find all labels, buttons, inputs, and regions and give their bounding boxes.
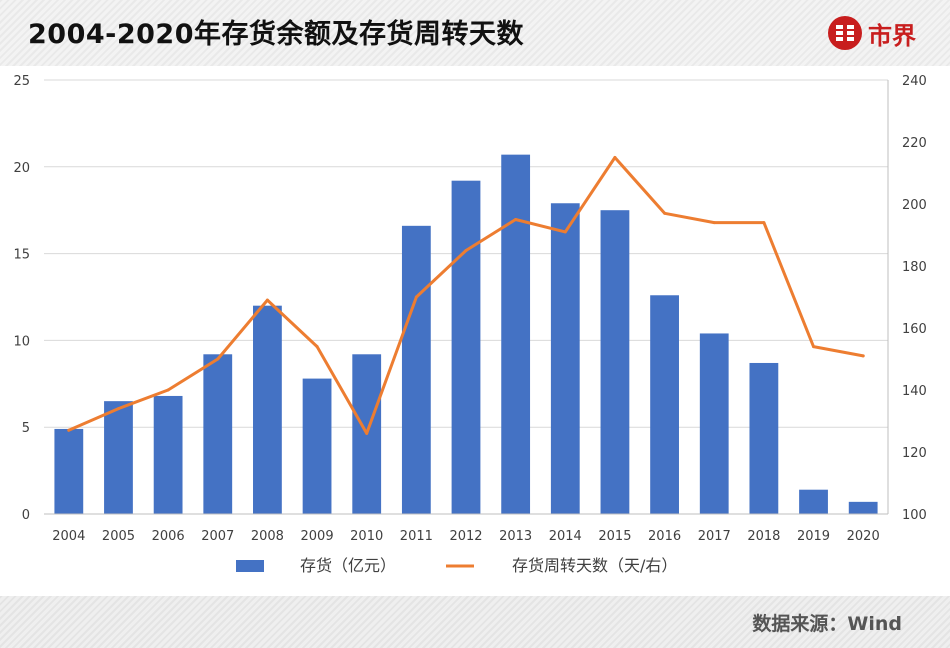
line-point-2012	[464, 249, 468, 252]
x-tick-label: 2005	[102, 529, 135, 544]
bar-2019	[799, 489, 828, 514]
x-tick-label: 2016	[648, 529, 681, 544]
line-point-2004	[67, 428, 71, 432]
line-point-2014	[563, 230, 567, 234]
header-band: 2004-2020年存货余额及存货周转天数 市界	[0, 0, 950, 66]
x-tick-label: 2004	[52, 529, 85, 544]
line-point-2013	[514, 218, 518, 221]
bar-2008	[253, 305, 282, 514]
y-left-tick-label: 25	[13, 74, 30, 89]
line-point-2019	[812, 345, 816, 349]
x-tick-label: 2012	[449, 529, 482, 544]
line-point-2016	[663, 211, 667, 215]
line-point-2015	[613, 156, 617, 159]
y-right-tick-label: 140	[902, 384, 927, 399]
x-tick-label: 2007	[201, 529, 234, 544]
x-tick-label: 2010	[350, 529, 383, 544]
y-right-tick-label: 160	[902, 322, 927, 337]
line-series	[67, 156, 865, 435]
legend-label-bar: 存货（亿元）	[300, 556, 396, 575]
line-point-2018	[762, 221, 766, 225]
bar-2018	[749, 362, 779, 514]
x-tick-label: 2008	[251, 529, 284, 544]
y-right-tick-label: 100	[902, 508, 927, 523]
y-right-tick-label: 120	[902, 446, 927, 461]
bar-2015	[600, 210, 630, 514]
line-point-2005	[116, 407, 120, 411]
y-left-tick-label: 0	[22, 508, 30, 523]
line-point-2010	[365, 431, 369, 435]
brand-logo: 市界	[827, 15, 916, 51]
line-point-2020	[861, 354, 865, 358]
bar-2007	[203, 354, 233, 514]
x-tick-label: 2006	[152, 529, 185, 544]
x-tick-label: 2019	[797, 529, 830, 544]
x-tick-label: 2020	[847, 529, 880, 544]
legend: 存货（亿元） 存货周转天数（天/右）	[236, 556, 677, 575]
y-right-tick-label: 240	[902, 74, 927, 89]
line-point-2006	[166, 388, 170, 392]
x-tick-label: 2014	[549, 529, 582, 544]
legend-label-line: 存货周转天数（天/右）	[512, 556, 677, 575]
line-point-2007	[216, 357, 220, 361]
y-left-tick-label: 10	[13, 334, 30, 349]
y-right-tick-label: 220	[902, 136, 927, 151]
bar-2009	[302, 378, 332, 514]
combo-chart: 0 5 10 15 20 25 100 120 140 160 180 200 220 240 2004 20…	[13, 74, 926, 575]
line-point-2008	[265, 298, 269, 302]
bar-2016	[650, 295, 679, 514]
bar-2020	[848, 501, 878, 514]
data-source: 数据来源：Wind	[752, 613, 902, 635]
x-tick-label: 2013	[499, 529, 532, 544]
chart-title: 2004-2020年存货余额及存货周转天数	[28, 19, 524, 50]
bar-2004	[54, 428, 84, 514]
bar-2013	[501, 154, 531, 514]
brand-icon	[828, 16, 862, 50]
bar-2005	[104, 401, 133, 514]
chart-area: 0 5 10 15 20 25 100 120 140 160 180 200 220 240 2004 20…	[0, 66, 950, 590]
y-right-tick-label: 180	[902, 260, 927, 275]
bar-2014	[550, 203, 580, 515]
brand-name: 市界	[868, 21, 916, 50]
x-tick-label: 2018	[747, 529, 780, 544]
line-point-2011	[414, 295, 418, 299]
bar-2017	[699, 333, 729, 514]
x-tick-label: 2011	[400, 529, 433, 544]
legend-swatch-bar	[236, 560, 264, 572]
bar-series	[54, 154, 878, 515]
bar-2006	[153, 395, 183, 514]
x-tick-label: 2015	[598, 529, 631, 544]
axes: 0 5 10 15 20 25 100 120 140 160 180 200 220 240 2004 20…	[13, 74, 926, 544]
x-tick-label: 2009	[301, 529, 334, 544]
footer-band: 数据来源：Wind	[0, 596, 950, 648]
y-right-tick-label: 200	[902, 198, 927, 213]
x-tick-label: 2017	[698, 529, 731, 544]
bar-2011	[401, 225, 431, 514]
y-left-tick-label: 15	[13, 248, 30, 263]
y-left-tick-label: 20	[13, 161, 30, 176]
y-left-tick-label: 5	[22, 421, 30, 436]
line-point-2009	[315, 345, 319, 349]
bar-2012	[451, 180, 481, 515]
line-point-2017	[712, 221, 716, 225]
